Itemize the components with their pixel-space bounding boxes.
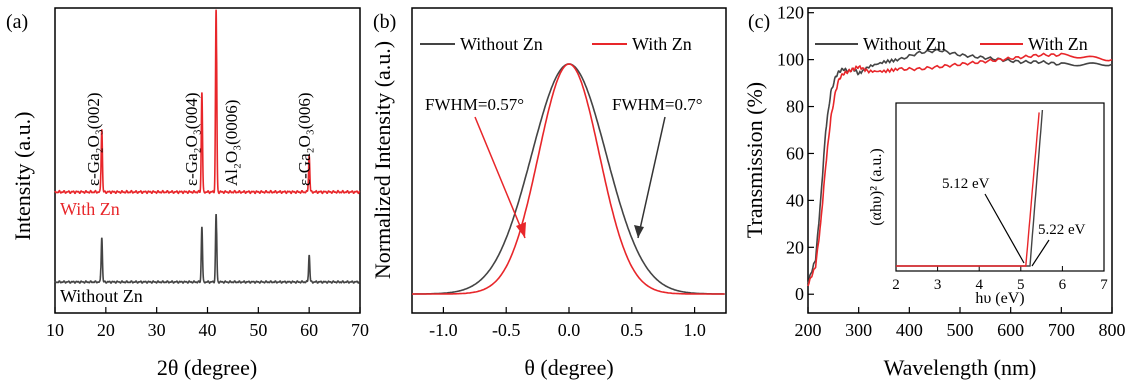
inset-xtick-label: 7 [1100, 277, 1108, 293]
panel-a-xlabel: 2θ (degree) [157, 355, 257, 380]
panel-b-xtick-label: -0.5 [492, 320, 521, 340]
panel-c-xlabel: Wavelength (nm) [884, 355, 1037, 380]
panel-b-arrow-with [474, 116, 526, 239]
panel-c-xtick-label: 500 [947, 320, 974, 340]
panel-b-xtick-label: 0.5 [621, 320, 644, 340]
panel-a-series-without [54, 214, 361, 285]
panel-a-annotation-2: ε-Ga₂O₃(004) [182, 92, 201, 186]
panel-c-xtick-label: 600 [997, 320, 1024, 340]
panel-c-ytick-label: 20 [786, 237, 804, 257]
panel-a-series-with [54, 9, 361, 195]
panel-a-xtick-label: 50 [249, 320, 267, 340]
panel-c-ytick-label: 60 [786, 143, 804, 163]
inset-ylabel: (αhυ)² (a.u.) [868, 148, 885, 226]
panel-c-ytick-label: 120 [777, 3, 804, 23]
panel-a-xtick-label: 30 [148, 320, 166, 340]
panel-c-ytick-label: 80 [786, 97, 804, 117]
panel-b-xtick-label: 0.0 [558, 320, 581, 340]
panel-c-xtick-label: 200 [795, 320, 822, 340]
panel-b: -1.0 -0.5 0.0 0.5 1.0 Normalized Intensity (… [370, 7, 727, 380]
panel-b-arrow-without [637, 116, 666, 239]
panel-c-xtick-label: 800 [1099, 320, 1126, 340]
panel-b-xlabel: θ (degree) [524, 355, 613, 380]
panel-c-xtick-label: 700 [1048, 320, 1075, 340]
inset-arrow-5-22 [1031, 239, 1050, 267]
panel-c-ylabel: Transmission (%) [742, 82, 767, 238]
panel-b-ylabel: Normalized Intensity (a.u.) [370, 41, 395, 279]
panel-b-arrowhead-without [634, 225, 644, 238]
panel-label-b: (b) [373, 11, 396, 33]
panel-a-xtick-label: 60 [300, 320, 318, 340]
panel-c-series-with [807, 52, 1113, 287]
panel-c-xtick-label: 400 [896, 320, 923, 340]
inset-xtick-label: 4 [975, 277, 983, 293]
panel-a-annotation-3: Al₂O₃(0006) [222, 100, 241, 186]
panel-b-arrowhead-with [516, 222, 526, 238]
panel-c-series-without [807, 48, 1113, 284]
panel-b-fwhm-without: FWHM=0.7° [612, 95, 703, 114]
panel-b-xtick-label: -1.0 [429, 320, 458, 340]
panel-label-a: (a) [6, 11, 28, 33]
panel-b-xtick-label: 1.0 [683, 320, 706, 340]
panel-c-ytick-label: 0 [795, 284, 804, 304]
panel-c-legend-with: With Zn [1028, 34, 1088, 54]
panel-c-ytick-label: 40 [786, 190, 804, 210]
panel-b-xticks: -1.0 -0.5 0.0 0.5 1.0 [429, 307, 706, 340]
inset-xticks: 2 3 4 5 6 7 [892, 266, 1108, 293]
panel-c-ytick-label: 100 [777, 50, 804, 70]
inset-xtick-label: 5 [1017, 277, 1025, 293]
inset-xlabel: hυ (eV) [975, 290, 1024, 307]
panel-b-legend-without: Without Zn [460, 34, 543, 54]
inset-xtick-label: 3 [934, 277, 942, 293]
inset-annotation-5-12: 5.12 eV [942, 176, 990, 192]
panel-a-xtick-label: 70 [351, 320, 369, 340]
panel-a-legend-with: With Zn [60, 199, 120, 219]
inset-xtick-label: 2 [892, 277, 900, 293]
panel-a-annotation-4: ε-Ga₂O₃(006) [295, 92, 314, 186]
panel-c-xtick-label: 300 [845, 320, 872, 340]
panel-a-annotation-1: ε-Ga₂O₃(002) [84, 92, 103, 186]
panel-b-legend-with: With Zn [632, 34, 692, 54]
panel-label-c: (c) [748, 11, 770, 33]
panel-c-ticks: 200 300 400 500 600 700 800 0 20 40 60 80 100 120 [777, 3, 1126, 340]
panel-a-xticks: 10 20 30 40 50 60 70 [46, 307, 369, 340]
inset-xtick-label: 6 [1059, 277, 1067, 293]
panel-a-xtick-label: 10 [46, 320, 64, 340]
panel-a-ylabel: Intensity (a.u.) [10, 112, 35, 241]
panel-c: 200 300 400 500 600 700 800 0 20 40 60 80 100 120 Tra… [742, 3, 1126, 380]
inset-arrow-5-12 [984, 193, 1025, 264]
panel-a-legend-without: Without Zn [60, 286, 143, 306]
panel-a-xtick-label: 40 [199, 320, 217, 340]
inset-annotation-5-22: 5.22 eV [1038, 222, 1086, 238]
panel-a: 10 20 30 40 50 60 70 Intensity (a.u.) 2θ (degr… [10, 7, 369, 380]
panel-b-series-with [412, 63, 725, 295]
panel-c-inset: 2 3 4 5 6 7 (αhυ)² (a.u.) hυ (eV) 5.12 eV 5.2… [868, 102, 1108, 307]
panel-b-fwhm-with: FWHM=0.57° [425, 95, 524, 114]
inset-series-with [896, 112, 1040, 267]
panel-a-xtick-label: 20 [97, 320, 115, 340]
inset-frame [895, 102, 1105, 272]
panel-c-legend-without: Without Zn [863, 34, 946, 54]
